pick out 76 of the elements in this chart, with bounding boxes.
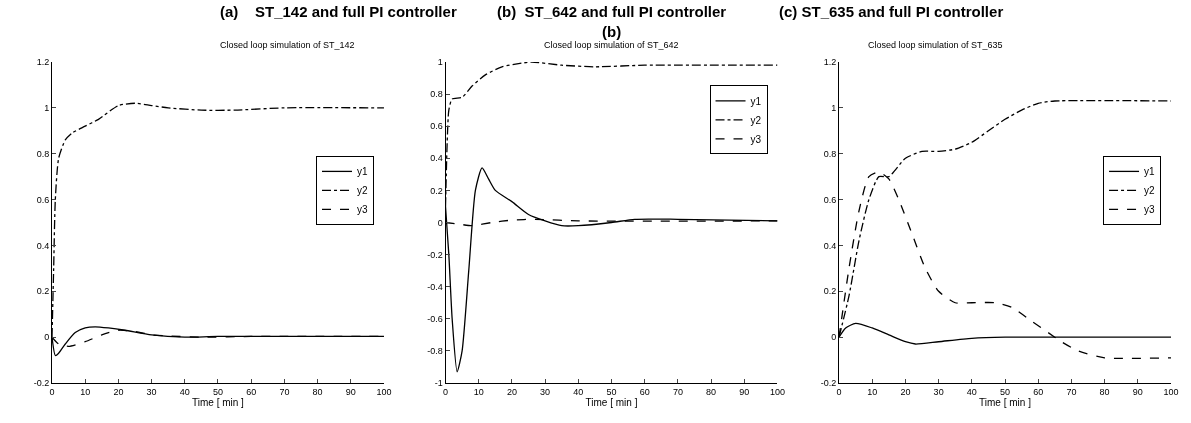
y-tick-label: 0.6 — [430, 121, 443, 132]
y-tick-label: 0.4 — [823, 240, 837, 251]
chart-title: (c) ST_635 and full PI controller — [779, 3, 1004, 20]
y-tick-label: 0 — [437, 217, 443, 228]
x-tick-label: 60 — [1033, 386, 1044, 397]
x-tick-label: 90 — [739, 386, 750, 397]
chart-title: (a) ST_142 and full PI controller — [220, 3, 457, 20]
x-axis-title: Time [ min ] — [192, 396, 245, 408]
legend-label: y3 — [750, 133, 762, 145]
y-tick-label: 0 — [44, 332, 50, 343]
y-tick-label: 0.8 — [36, 148, 50, 159]
x-tick-label: 20 — [900, 386, 911, 397]
x-tick-label: 80 — [706, 386, 717, 397]
y-tick-label: 0.6 — [36, 194, 50, 205]
x-tick-label: 40 — [573, 386, 584, 397]
chart-subtitle: Closed loop simulation of ST_642 — [544, 40, 679, 50]
y-tick-label: -0.2 — [427, 249, 443, 260]
x-tick-label: 20 — [506, 386, 517, 397]
chart-subtitle: Closed loop simulation of ST_635 — [868, 40, 1003, 50]
chart-subtitle: Closed loop simulation of ST_142 — [220, 40, 355, 50]
y-tick-label: 0.2 — [823, 286, 837, 297]
x-tick-label: 10 — [867, 386, 878, 397]
y-tick-label: 0.4 — [36, 240, 50, 251]
legend-label: y2 — [357, 185, 369, 197]
x-tick-label: 10 — [80, 386, 91, 397]
y-tick-label: 0.2 — [430, 185, 443, 196]
x-tick-label: 50 — [606, 386, 617, 397]
x-tick-label: 30 — [540, 386, 551, 397]
legend-label: y2 — [750, 114, 762, 126]
x-tick-label: 90 — [1132, 386, 1143, 397]
y-tick-label: 1.2 — [823, 57, 837, 68]
y-tick-label: 0.8 — [430, 89, 443, 100]
y-tick-label: 0.4 — [430, 153, 443, 164]
legend-label: y3 — [357, 204, 369, 216]
x-tick-label: 30 — [146, 386, 157, 397]
legend-label: y1 — [750, 95, 762, 107]
y-tick-label: -0.2 — [820, 378, 837, 389]
text: (b) — [602, 23, 622, 40]
legend-label: y3 — [1144, 204, 1156, 216]
x-axis-title: Time [ min ] — [979, 396, 1032, 408]
y-tick-label: -0.4 — [427, 281, 443, 292]
y-tick-label: 1 — [44, 103, 50, 114]
x-tick-label: 100 — [1163, 386, 1179, 397]
x-tick-label: 30 — [933, 386, 944, 397]
y-tick-label: 1.2 — [36, 57, 50, 68]
x-tick-label: 80 — [312, 386, 323, 397]
y-tick-label: -1 — [434, 378, 443, 389]
x-tick-label: 40 — [966, 386, 977, 397]
x-tick-label: 50 — [1000, 386, 1011, 397]
y-tick-label: 0.8 — [823, 148, 837, 159]
y-tick-label: -0.8 — [427, 346, 443, 357]
x-tick-label: 100 — [769, 386, 785, 397]
y-tick-label: 0.2 — [36, 286, 50, 297]
x-tick-label: 100 — [376, 386, 392, 397]
y-tick-label: 0 — [831, 332, 837, 343]
y-tick-label: -0.6 — [427, 313, 443, 324]
x-tick-label: 20 — [113, 386, 124, 397]
y-tick-label: -0.2 — [33, 378, 50, 389]
chart-title: (b) ST_642 and full PI controller — [497, 3, 727, 20]
x-tick-label: 40 — [179, 386, 190, 397]
x-tick-label: 90 — [345, 386, 356, 397]
x-tick-label: 50 — [212, 386, 223, 397]
y-tick-label: 1 — [437, 57, 443, 68]
legend-label: y2 — [1144, 185, 1156, 197]
x-tick-label: 70 — [279, 386, 290, 397]
x-tick-label: 70 — [1066, 386, 1077, 397]
x-tick-label: 70 — [672, 386, 683, 397]
y-tick-label: 1 — [831, 103, 837, 114]
y-tick-label: 0.6 — [823, 194, 837, 205]
x-tick-label: 60 — [639, 386, 650, 397]
x-tick-label: 10 — [473, 386, 484, 397]
x-tick-label: 80 — [1099, 386, 1110, 397]
legend-label: y1 — [1144, 166, 1156, 178]
x-axis-title: Time [ min ] — [585, 396, 638, 408]
x-tick-label: 60 — [246, 386, 257, 397]
legend-label: y1 — [357, 166, 369, 178]
